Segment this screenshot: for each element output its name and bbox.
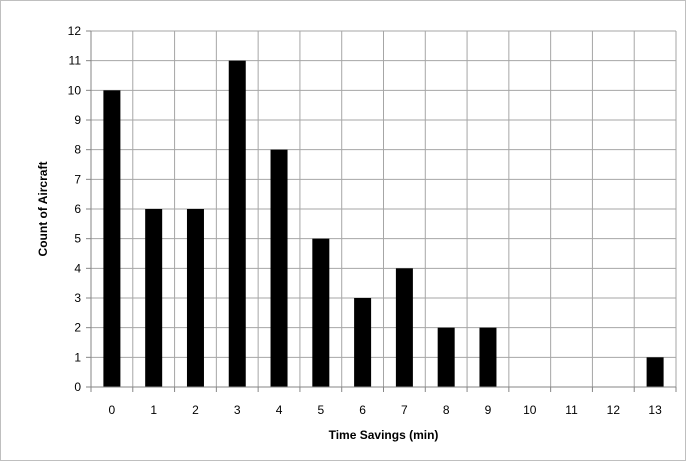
gridlines: [90, 30, 677, 388]
bar-1: [145, 209, 163, 387]
y-tick-label: 9: [74, 113, 81, 127]
x-tick-label: 5: [317, 403, 324, 417]
bar-3: [228, 60, 246, 388]
x-tick-label: 3: [234, 403, 241, 417]
x-tick-label: 2: [192, 403, 199, 417]
y-tick-label: 8: [74, 143, 81, 157]
bar-13: [646, 357, 664, 387]
bar-6: [354, 298, 372, 387]
y-tick-label: 5: [74, 232, 81, 246]
bar-4: [270, 149, 288, 387]
bars: [103, 60, 664, 388]
y-tick-label: 4: [74, 261, 81, 275]
bar-8: [437, 327, 455, 387]
x-tick-label: 13: [648, 403, 662, 417]
x-tick-label: 12: [607, 403, 621, 417]
x-tick-label: 1: [150, 403, 157, 417]
axes: [86, 30, 677, 392]
y-tick-label: 1: [74, 350, 81, 364]
bar-7: [395, 268, 413, 387]
x-tick-label: 10: [523, 403, 537, 417]
x-tick-label: 0: [109, 403, 116, 417]
x-tick-label: 4: [276, 403, 283, 417]
y-tick-label: 10: [68, 83, 82, 97]
x-tick-labels: 0 1 2 3 4 5 6 7 8 9 10 11 12 13: [109, 403, 663, 417]
y-tick-label: 2: [74, 321, 81, 335]
y-tick-label: 12: [68, 24, 82, 38]
x-axis-title: Time Savings (min): [329, 428, 439, 442]
y-tick-label: 6: [74, 202, 81, 216]
y-tick-label: 3: [74, 291, 81, 305]
y-tick-label: 11: [69, 54, 82, 68]
y-tick-label: 7: [74, 172, 81, 186]
y-tick-label: 0: [74, 380, 81, 394]
bar-2: [186, 209, 204, 387]
x-tick-label: 8: [443, 403, 450, 417]
bar-0: [103, 90, 121, 387]
x-tick-label: 6: [359, 403, 366, 417]
x-tick-label: 11: [565, 403, 578, 417]
y-axis-title: Count of Aircraft: [36, 162, 50, 257]
bar-5: [312, 238, 330, 387]
x-tick-label: 9: [485, 403, 492, 417]
bar-9: [479, 327, 497, 387]
x-tick-label: 7: [401, 403, 408, 417]
